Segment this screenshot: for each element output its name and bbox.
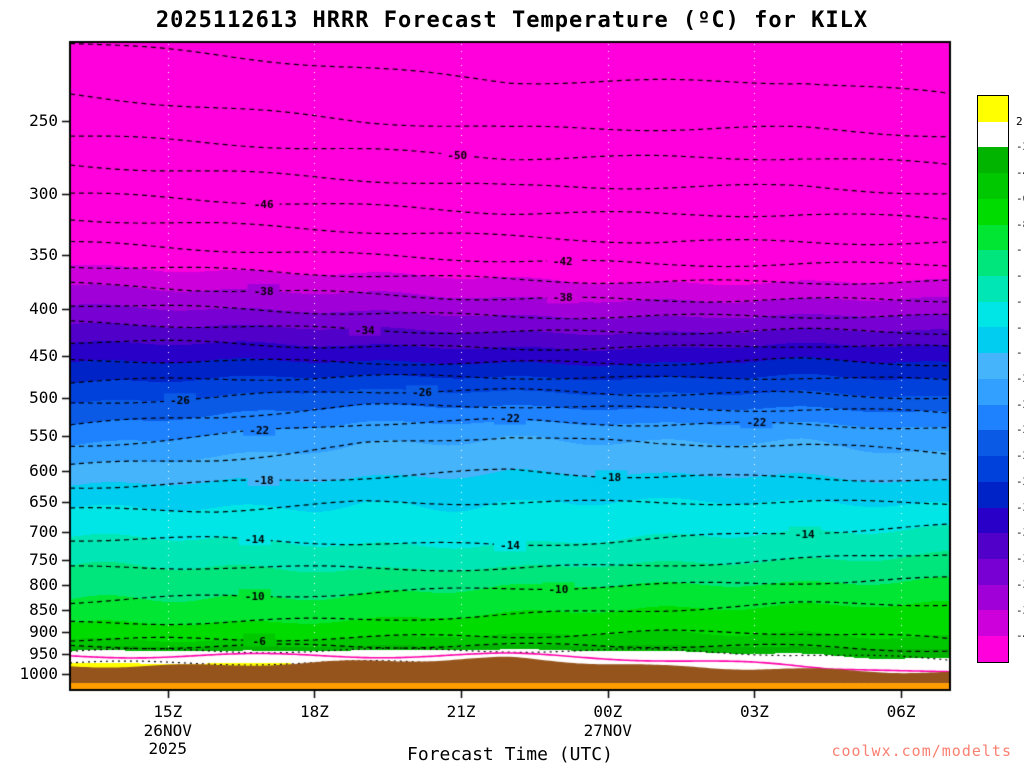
colorbar-label: -12: [1016, 269, 1024, 283]
colorbar-label: -32: [1016, 526, 1024, 540]
colorbar-label: -24: [1016, 423, 1024, 437]
colorbar-segment: [978, 507, 1008, 534]
colorbar-segment: [978, 404, 1008, 431]
date-label: 2025: [148, 739, 188, 758]
colorbar-label: -40: [1016, 629, 1024, 643]
x-axis-title: Forecast Time (UTC): [407, 744, 613, 765]
date-label: 27NOV: [583, 721, 632, 740]
colorbar-segment: [978, 558, 1008, 585]
pressure-tick-label: 600: [29, 460, 58, 480]
chart-title: 2025112613 HRRR Forecast Temperature (ºC…: [155, 8, 869, 33]
time-tick-label: 15Z: [153, 702, 183, 721]
pressure-tick-label: 900: [29, 622, 58, 642]
pressure-tick-label: 450: [29, 345, 58, 365]
pressure-tick-label: 800: [29, 575, 58, 595]
colorbar-label: 2: [1016, 114, 1023, 128]
pressure-tick-label: 650: [29, 492, 58, 512]
colorbar-segment: [978, 198, 1008, 225]
colorbar-segment: [978, 276, 1008, 302]
colorbar-label: -16: [1016, 320, 1024, 334]
colorbar-segment: [978, 430, 1008, 457]
colorbar-label: -8: [1016, 217, 1024, 231]
time-tick-label: 03Z: [739, 702, 769, 721]
colorbar-segment: [978, 636, 1008, 662]
colorbar-label: -2: [1016, 140, 1024, 154]
colorbar-segment: [978, 173, 1008, 199]
time-tick-label: 18Z: [299, 702, 329, 721]
colorbar-label: -18: [1016, 346, 1024, 360]
colorbar-label: -26: [1016, 449, 1024, 463]
watermark: coolwx.com/modelts: [831, 742, 1012, 760]
colorbar-segment: [978, 378, 1008, 405]
colorbar-segment: [978, 353, 1008, 379]
pressure-tick-label: 300: [29, 183, 58, 203]
colorbar-segment: [978, 533, 1008, 559]
colorbar-segment: [978, 147, 1008, 174]
pressure-tick-label: 250: [29, 111, 58, 131]
colorbar-label: -22: [1016, 397, 1024, 411]
colorbar-segment: [978, 224, 1008, 251]
pressure-tick-label: 750: [29, 549, 58, 569]
colorbar-label: -28: [1016, 474, 1024, 488]
colorbar-label: -34: [1016, 552, 1024, 566]
pressure-tick-label: 400: [29, 298, 58, 318]
colorbar-label: -6: [1016, 191, 1024, 205]
colorbar-segment: [978, 121, 1008, 148]
time-tick-label: 21Z: [446, 702, 476, 721]
time-tick-label: 06Z: [886, 702, 916, 721]
pressure-tick-label: 500: [29, 387, 58, 407]
pressure-tick-label: 850: [29, 599, 58, 619]
colorbar-segment: [978, 584, 1008, 611]
colorbar-segment: [978, 327, 1008, 354]
colorbar-segment: [978, 301, 1008, 328]
colorbar-label: -38: [1016, 603, 1024, 617]
colorbar-segment: [978, 610, 1008, 637]
colorbar-segment: [978, 481, 1008, 508]
pressure-tick-label: 350: [29, 245, 58, 265]
colorbar-segment: [978, 96, 1008, 122]
colorbar-segment: [978, 250, 1008, 277]
colorbar-label: -4: [1016, 166, 1024, 180]
colorbar: 2 -2 -4 -6 -8 -10 -12 -14 -16 -18 -20 -22 -24 -26 -28 -…: [977, 95, 1024, 663]
pressure-tick-label: 950: [29, 643, 58, 663]
colorbar-segment: [978, 456, 1008, 482]
date-label: 26NOV: [143, 721, 192, 740]
colorbar-label: -20: [1016, 372, 1024, 385]
colorbar-label: -30: [1016, 500, 1024, 514]
pressure-tick-label: 1000: [19, 664, 58, 684]
pressure-tick-label: 700: [29, 522, 58, 542]
time-tick-label: 00Z: [593, 702, 623, 721]
colorbar-label: -10: [1016, 243, 1024, 257]
colorbar-label: -14: [1016, 294, 1024, 308]
colorbar-label: -36: [1016, 577, 1024, 591]
pressure-tick-label: 550: [29, 425, 58, 445]
